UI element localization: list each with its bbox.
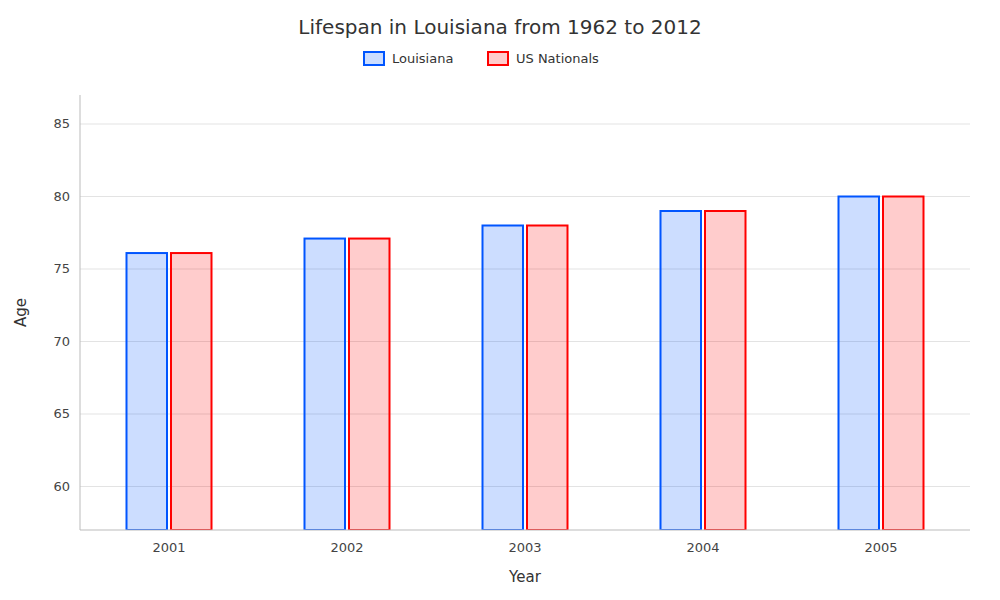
y-tick-label: 65 (53, 406, 70, 421)
background (0, 0, 1000, 600)
grid-line (80, 196, 970, 197)
bar (527, 226, 568, 531)
bar (661, 211, 702, 530)
bars (127, 197, 924, 531)
bar (483, 226, 524, 531)
bar (883, 197, 924, 531)
legend: Louisiana US Nationals (364, 51, 599, 66)
y-tick-label: 75 (53, 261, 70, 276)
y-axis-label: Age (12, 298, 30, 327)
y-tick-label: 70 (53, 334, 70, 349)
legend-label: US Nationals (516, 51, 599, 66)
bar (127, 253, 168, 530)
grid-line (80, 341, 970, 342)
x-tick-label: 2003 (508, 540, 541, 555)
x-tick-label: 2001 (152, 540, 185, 555)
legend-swatch (364, 52, 384, 65)
legend-label: Louisiana (392, 51, 453, 66)
x-tick-label: 2002 (330, 540, 363, 555)
legend-swatch (488, 52, 508, 65)
title: Lifespan in Louisiana from 1962 to 2012 (298, 15, 701, 39)
bar (349, 239, 390, 530)
y-axis-line (80, 95, 81, 530)
bar (705, 211, 746, 530)
x-tick-label: 2005 (864, 540, 897, 555)
grid-line (80, 414, 970, 415)
bar (171, 253, 212, 530)
bar (305, 239, 346, 530)
grid-line (80, 269, 970, 270)
grid-line (80, 486, 970, 487)
bar (839, 197, 880, 531)
chart-container: Lifespan in Louisiana from 1962 to 2012 6… (0, 0, 1000, 600)
y-tick-label: 60 (53, 479, 70, 494)
grid-line (80, 124, 970, 125)
x-tick-label: 2004 (686, 540, 719, 555)
chart-svg: Lifespan in Louisiana from 1962 to 2012 6… (0, 0, 1000, 600)
y-grid (80, 124, 970, 487)
x-axis-label: Year (508, 568, 542, 586)
y-tick-label: 80 (53, 189, 70, 204)
x-axis-line (80, 530, 970, 531)
y-tick-label: 85 (53, 116, 70, 131)
